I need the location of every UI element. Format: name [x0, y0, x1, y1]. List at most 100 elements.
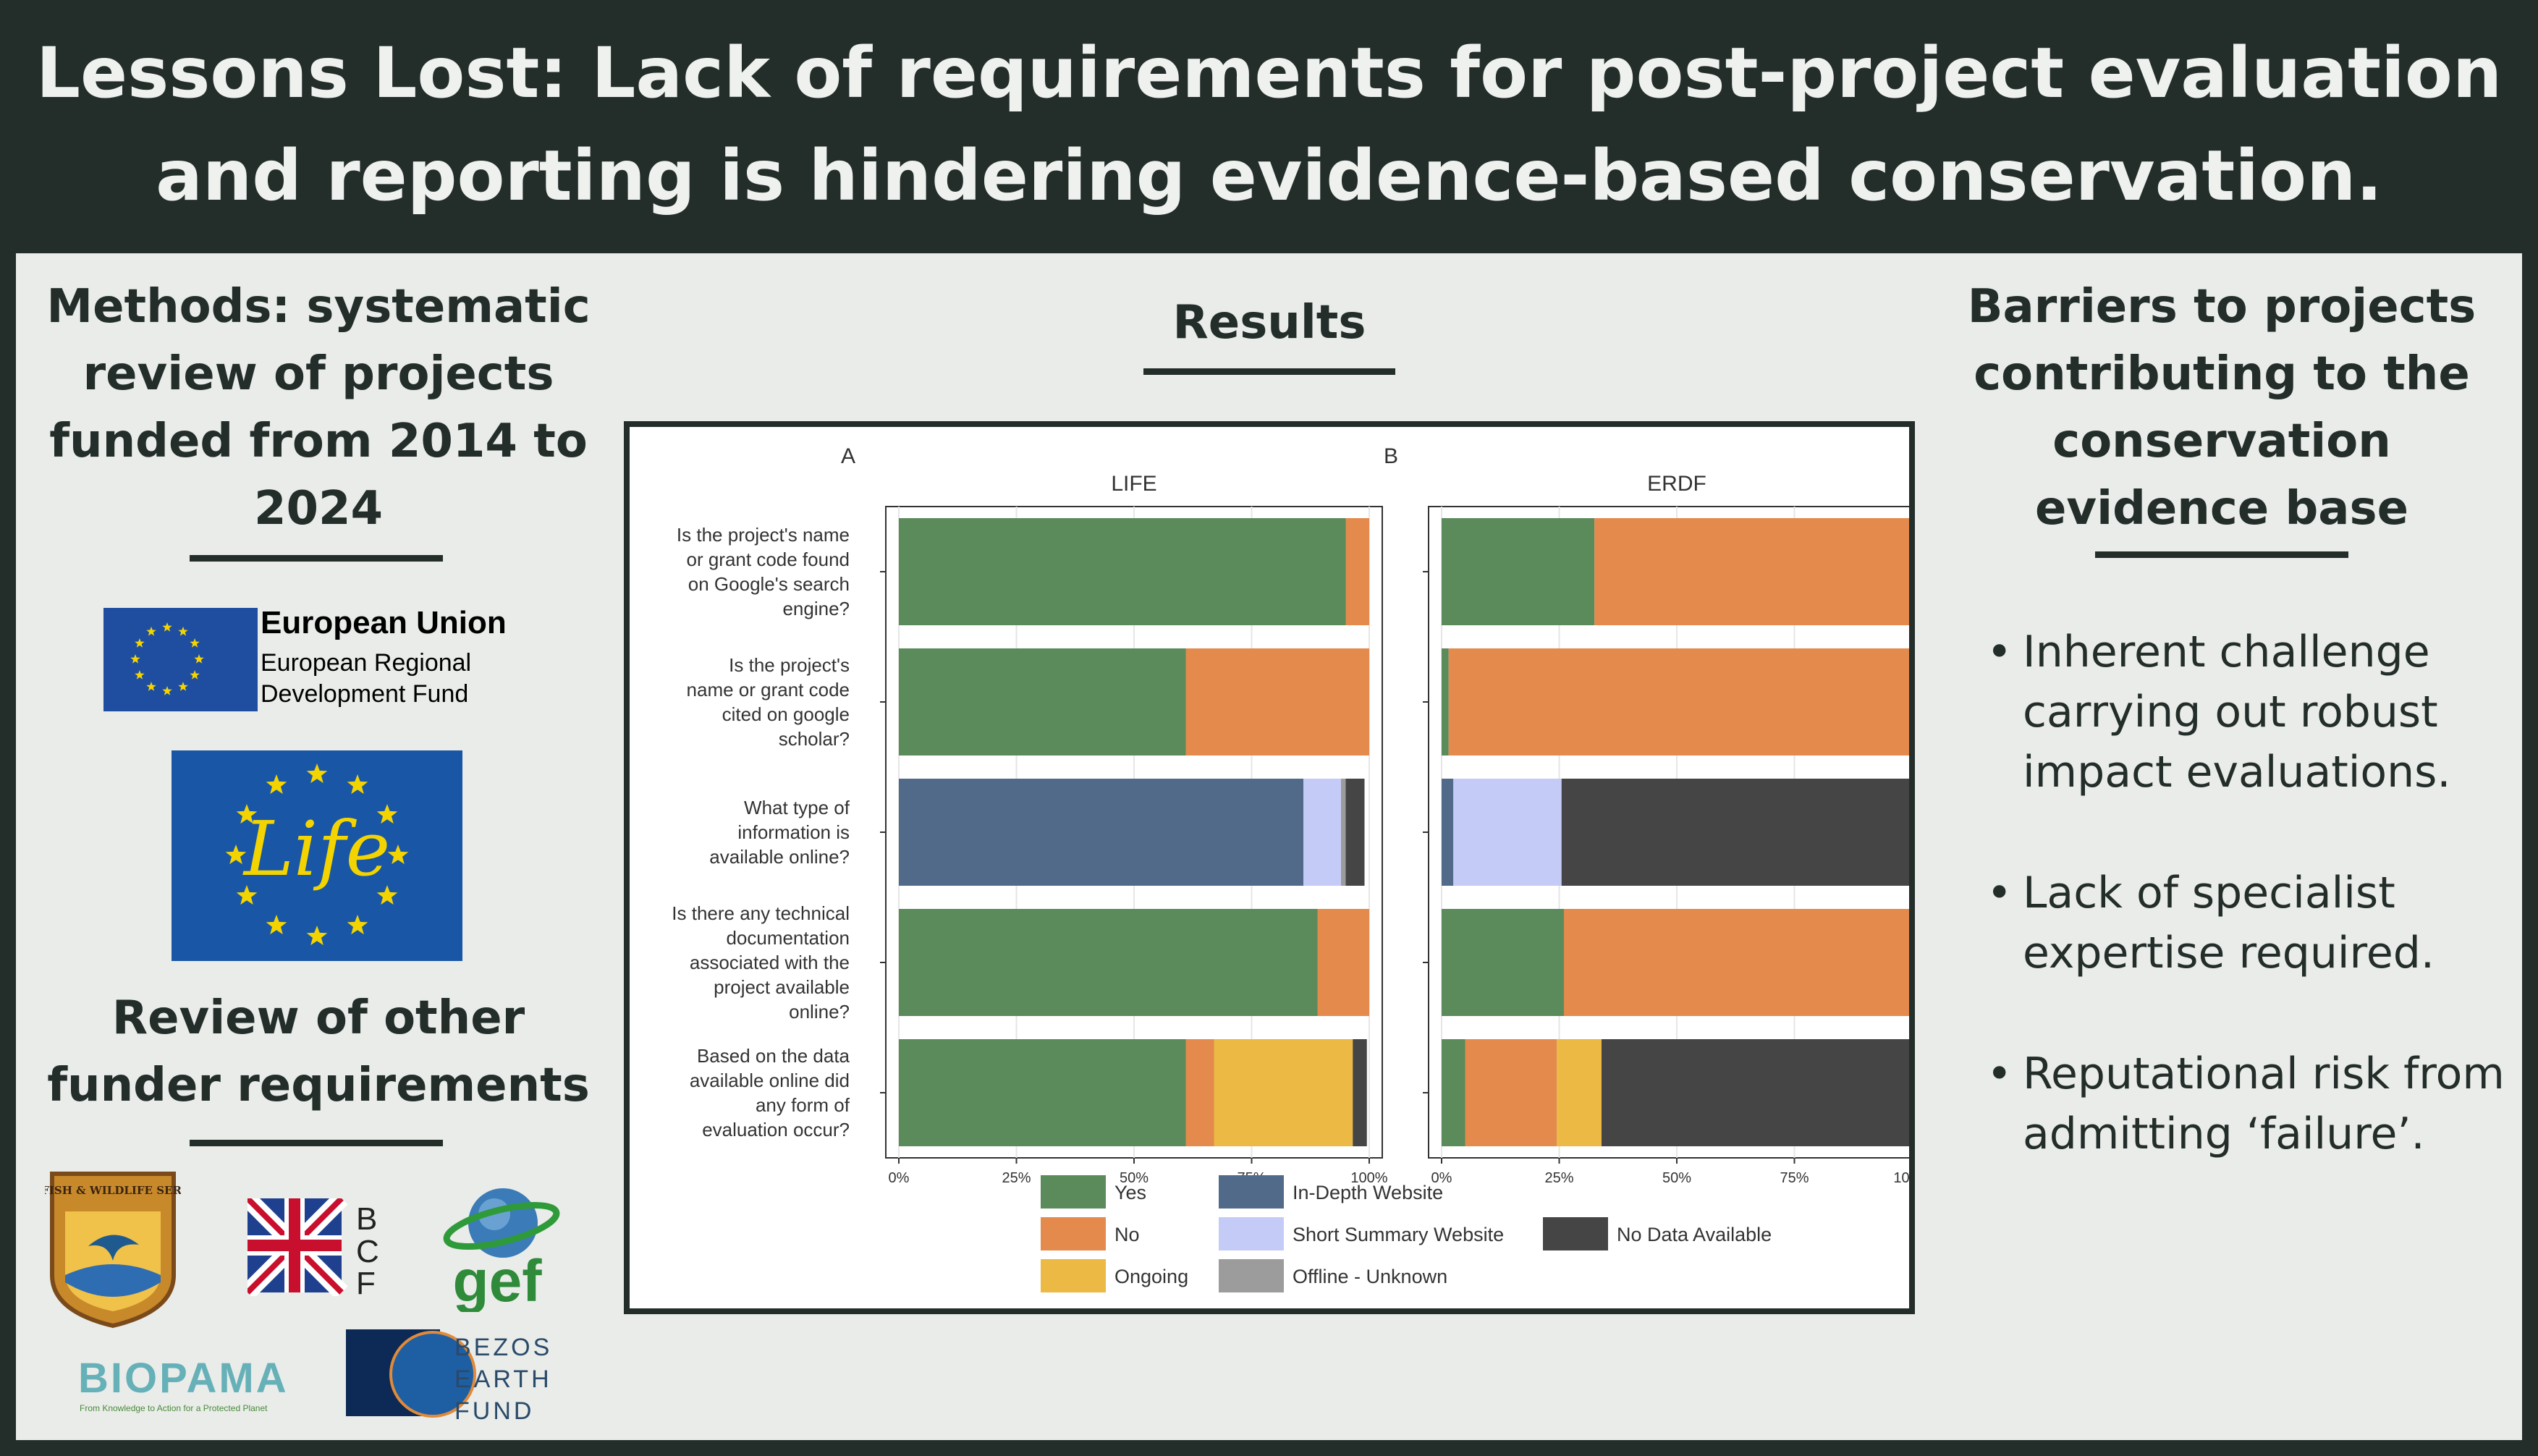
results-divider: [1143, 368, 1395, 375]
life-star-icon: [347, 915, 368, 935]
eu-star-icon: [135, 670, 145, 680]
life-star-icon: [376, 885, 398, 905]
question-label: What type of: [744, 797, 850, 818]
eu-star-icon: [178, 682, 188, 691]
eu-star-icon: [135, 638, 145, 648]
biopama-logo-icon: BIOPAMA From Knowledge to Action for a P…: [72, 1352, 311, 1417]
usfws-logo-text: U.S. FISH & WILDLIFE SERVICE: [45, 1184, 181, 1197]
question-label: Based on the data: [697, 1045, 850, 1067]
question-label: online?: [789, 1001, 850, 1023]
legend-swatch: [1543, 1217, 1608, 1250]
bar-segment: [899, 779, 1303, 886]
methods-line: 2024: [253, 482, 384, 536]
eu-star-icon: [190, 638, 200, 648]
bullet-dot: •: [1987, 1049, 2013, 1099]
eu-star-icon: [130, 654, 140, 664]
x-tick-label: 0%: [1431, 1170, 1452, 1186]
barrier-bullet-item: • Reputational risk from admitting ‘fail…: [1987, 1044, 2508, 1164]
usfws-logo-icon: U.S. FISH & WILDLIFE SERVICE: [14, 1167, 211, 1329]
barriers-divider: [2095, 551, 2348, 558]
review-line: funder requirements: [47, 1059, 590, 1112]
life-star-icon: [236, 804, 258, 824]
panel-tag: B: [1384, 444, 1398, 468]
bullet-line: Lack of specialist: [2023, 868, 2395, 918]
question-label: available online did: [690, 1070, 850, 1091]
bullet-line: Reputational risk from: [2023, 1049, 2505, 1099]
title-line-1: Lessons Lost: Lack of requirements for p…: [35, 33, 2503, 114]
bar-segment: [1341, 779, 1346, 886]
barriers-line: contributing to the: [1974, 347, 2470, 401]
bcf-letter: B: [356, 1201, 377, 1237]
bezos-earth-fund-logo-icon: BEZOS EARTH FUND: [346, 1329, 549, 1425]
x-tick-label: 25%: [1002, 1170, 1031, 1186]
question-label: or grant code found: [687, 549, 850, 570]
eu-star-icon: [194, 654, 204, 664]
bullet-dot: •: [1987, 627, 2013, 677]
life-star-icon: [306, 763, 328, 784]
page-title: Lessons Lost: Lack of requirements for p…: [0, 22, 2538, 227]
review-divider: [190, 1140, 443, 1146]
bezos-word: EARTH: [454, 1366, 549, 1393]
bullet-line: Inherent challenge: [2023, 627, 2430, 677]
panel-title: LIFE: [1111, 472, 1156, 496]
question-label: Is the project's name: [677, 524, 850, 546]
question-label: cited on google: [722, 703, 850, 725]
legend-label: Short Summary Website: [1293, 1224, 1504, 1245]
legend-label: No Data Available: [1617, 1224, 1772, 1245]
bar-segment: [1442, 648, 1449, 755]
gef-logo-icon: gef: [438, 1178, 561, 1314]
life-star-icon: [225, 845, 247, 865]
bar-segment: [1442, 909, 1564, 1016]
methods-divider: [190, 555, 443, 562]
bar-segment: [1353, 1039, 1367, 1146]
gef-logo-text: gef: [453, 1248, 543, 1312]
question-label: scholar?: [779, 728, 850, 750]
question-label: information is: [737, 821, 850, 843]
bar-segment: [1442, 779, 1454, 886]
panel-title: ERDF: [1647, 472, 1706, 496]
eu-star-icon: [162, 622, 172, 632]
legend-swatch: [1041, 1217, 1106, 1250]
eu-logo-line1: European Regional: [261, 649, 472, 677]
biopama-logo-text: BIOPAMA: [78, 1355, 289, 1402]
question-label: Is there any technical: [672, 902, 850, 924]
life-star-icon: [376, 804, 398, 824]
biopama-tagline: From Knowledge to Action for a Protected…: [80, 1403, 268, 1413]
legend-label: Yes: [1114, 1182, 1146, 1203]
bar-segment: [1317, 909, 1369, 1016]
bar-segment: [899, 909, 1318, 1016]
question-label: on Google's search: [688, 573, 850, 595]
barrier-bullet-item: • Inherent challenge carrying out robust…: [1987, 622, 2508, 803]
stacked-bar-chart: A LIFE 0% 25% 50% 75% 100%B ERDF 0% 25% 50% 75% 100%…: [672, 444, 1909, 1292]
review-heading: Review of other funder requirements: [29, 985, 608, 1119]
legend-label: In-Depth Website: [1293, 1182, 1443, 1203]
life-star-icon: [266, 915, 287, 935]
legend-label: Ongoing: [1114, 1266, 1188, 1287]
bar-segment: [1345, 779, 1365, 886]
legend-swatch: [1041, 1175, 1106, 1209]
bar-segment: [1345, 518, 1369, 625]
bar-segment: [1442, 1039, 1465, 1146]
bar-segment: [899, 518, 1346, 625]
bar-segment: [1557, 1039, 1602, 1146]
eu-star-icon: [146, 682, 156, 691]
bcf-letter: F: [356, 1266, 376, 1296]
life-star-icon: [306, 926, 328, 946]
bcf-logo-icon: B C F: [241, 1192, 399, 1301]
legend-label: No: [1114, 1224, 1140, 1245]
eu-star-icon: [190, 670, 200, 680]
x-tick-label: 100%: [1893, 1170, 1909, 1186]
question-label: engine?: [782, 598, 850, 619]
x-tick-label: 50%: [1120, 1170, 1149, 1186]
bezos-word: FUND: [454, 1397, 534, 1420]
bar-segment: [1448, 648, 1909, 755]
barriers-line: evidence base: [2035, 482, 2408, 536]
x-tick-label: 100%: [1350, 1170, 1387, 1186]
bullet-dot: •: [1987, 868, 2013, 918]
barriers-list: • Inherent challenge carrying out robust…: [1987, 622, 2508, 1225]
eu-star-icon: [178, 626, 188, 636]
legend-swatch: [1219, 1259, 1284, 1292]
barriers-line: Barriers to projects: [1967, 280, 2476, 334]
x-tick-label: 25%: [1544, 1170, 1573, 1186]
